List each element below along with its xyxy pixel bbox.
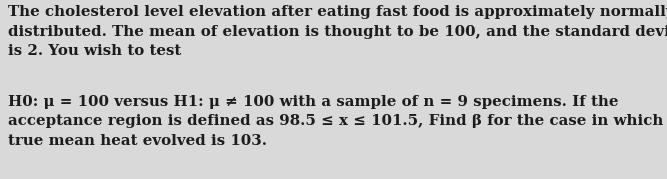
Text: H0: μ = 100 versus H1: μ ≠ 100 with a sample of n = 9 specimens. If the
acceptan: H0: μ = 100 versus H1: μ ≠ 100 with a sa…	[8, 95, 667, 148]
Text: The cholesterol level elevation after eating fast food is approximately normally: The cholesterol level elevation after ea…	[8, 5, 667, 58]
